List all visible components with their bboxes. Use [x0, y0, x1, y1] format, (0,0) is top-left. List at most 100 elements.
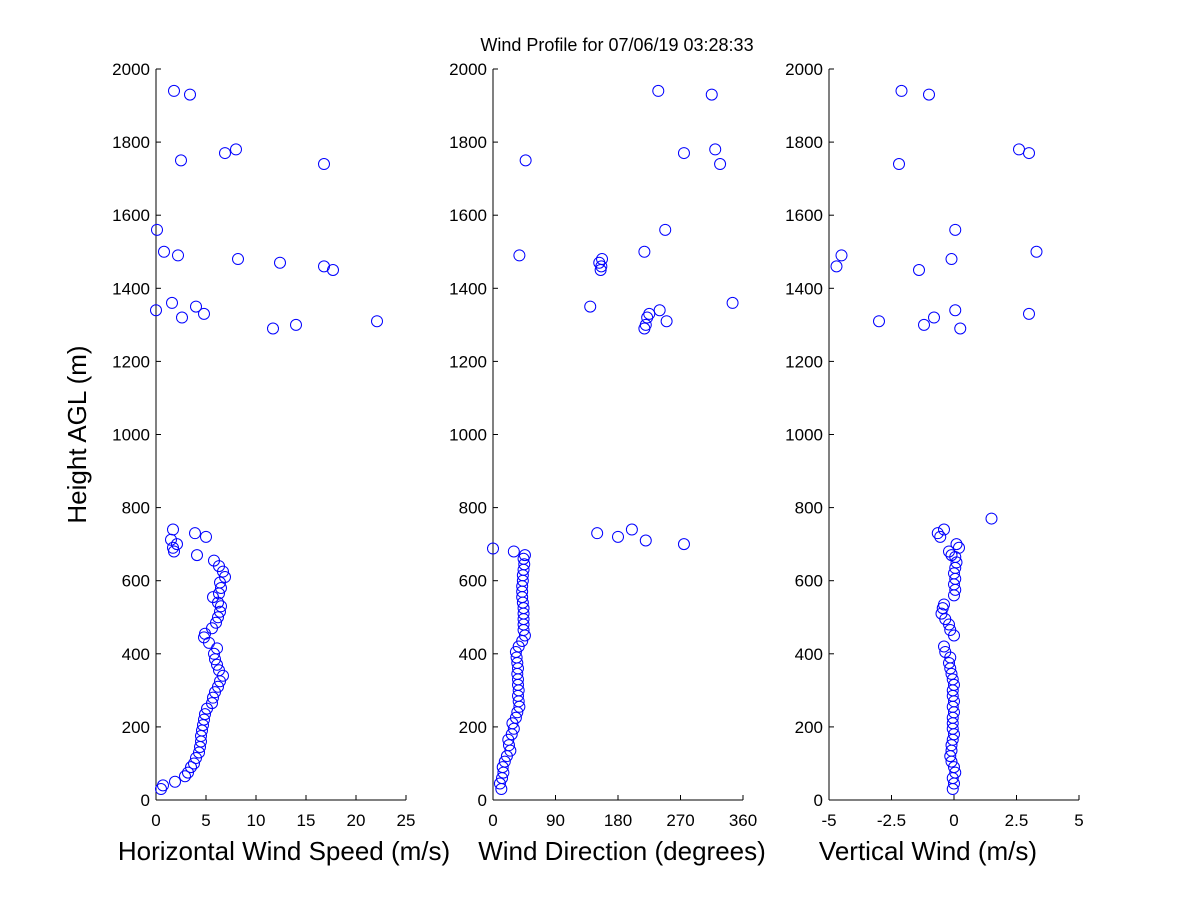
- data-point: [584, 300, 597, 313]
- data-point: [210, 616, 222, 629]
- direction-x-tick-label: 360: [729, 811, 757, 830]
- vertical-y-tick-label: 400: [795, 645, 823, 664]
- data-point: [938, 523, 950, 536]
- data-point: [948, 761, 960, 774]
- data-point: [1030, 245, 1043, 258]
- data-point: [199, 708, 211, 721]
- data-point: [714, 158, 727, 171]
- data-point: [950, 538, 963, 551]
- data-point: [199, 627, 211, 640]
- direction-y-tick-label: 1200: [449, 352, 487, 371]
- direction-y-tick-label: 600: [459, 572, 487, 591]
- data-point: [946, 673, 959, 686]
- data-point: [172, 249, 184, 262]
- data-point: [290, 318, 302, 331]
- data-point: [518, 558, 531, 571]
- data-point: [643, 307, 656, 320]
- data-point: [593, 256, 606, 269]
- data-point: [188, 757, 200, 770]
- data-point: [873, 315, 885, 328]
- vertical-y-tick-label: 800: [795, 499, 823, 518]
- direction-points: [487, 84, 739, 796]
- data-point: [211, 658, 223, 671]
- data-point: [507, 545, 520, 558]
- direction-y-tick-label: 1600: [449, 206, 487, 225]
- direction-y-tick-label: 1800: [449, 133, 487, 152]
- data-point: [939, 645, 952, 658]
- data-point: [167, 541, 179, 554]
- speed-x-tick-label: 15: [297, 811, 316, 830]
- data-point: [638, 245, 651, 258]
- speed-y-axis-label: Height AGL (m): [62, 345, 92, 523]
- speed-y-tick-label: 1600: [112, 206, 150, 225]
- data-point: [1023, 307, 1035, 320]
- data-point: [938, 640, 950, 653]
- data-point: [945, 549, 958, 562]
- speed-x-tick-label: 20: [347, 811, 366, 830]
- data-point: [949, 766, 962, 779]
- direction-x-tick-label: 0: [488, 811, 497, 830]
- data-point: [949, 223, 962, 236]
- data-point: [318, 158, 330, 171]
- data-point: [219, 147, 231, 160]
- data-point: [157, 779, 169, 792]
- data-point: [214, 605, 226, 618]
- data-point: [928, 311, 940, 324]
- data-point: [151, 223, 163, 236]
- data-point: [496, 761, 509, 774]
- data-point: [189, 527, 201, 540]
- vertical-x-axis-label: Vertical Wind (m/s): [819, 836, 1037, 866]
- speed-y-tick-label: 200: [122, 718, 150, 737]
- data-point: [639, 318, 652, 331]
- data-point: [895, 84, 908, 97]
- data-point: [931, 527, 944, 540]
- data-point: [612, 530, 624, 543]
- data-point: [830, 260, 843, 273]
- data-point: [591, 527, 604, 540]
- data-point: [918, 318, 930, 331]
- data-point: [519, 154, 532, 167]
- speed-y-tick-label: 600: [122, 572, 150, 591]
- vertical-x-tick-label: -5: [821, 811, 836, 830]
- speed-y-tick-label: 1400: [112, 279, 150, 298]
- data-point: [208, 554, 220, 567]
- speed-x-tick-label: 10: [247, 811, 266, 830]
- data-point: [726, 296, 739, 309]
- speed-points: [150, 84, 383, 796]
- data-point: [709, 143, 722, 156]
- data-point: [158, 245, 170, 258]
- data-point: [175, 154, 187, 167]
- vertical-y-tick-label: 600: [795, 572, 823, 591]
- speed-y-tick-label: 1000: [112, 426, 150, 445]
- data-point: [502, 739, 515, 752]
- data-point: [487, 542, 499, 555]
- vertical-x-tick-label: -2.5: [877, 811, 906, 830]
- data-point: [165, 533, 177, 546]
- data-point: [948, 567, 960, 580]
- direction-x-tick-label: 90: [546, 811, 565, 830]
- direction-y-tick-label: 1400: [449, 279, 487, 298]
- data-point: [166, 296, 178, 309]
- speed-y-tick-label: 0: [141, 791, 150, 810]
- data-point: [625, 523, 638, 536]
- data-point: [935, 607, 948, 620]
- data-point: [150, 304, 162, 317]
- vertical-x-tick-label: 0: [949, 811, 958, 830]
- data-point: [934, 530, 947, 543]
- data-point: [179, 770, 191, 783]
- vertical-y-tick-label: 1600: [785, 206, 823, 225]
- data-point: [182, 766, 194, 779]
- data-point: [677, 147, 690, 160]
- speed-y-tick-label: 400: [122, 645, 150, 664]
- data-point: [190, 751, 202, 764]
- data-point: [327, 264, 339, 277]
- vertical-y-tick-label: 1400: [785, 279, 823, 298]
- data-point: [168, 84, 180, 97]
- data-point: [498, 755, 511, 768]
- data-point: [945, 253, 958, 266]
- data-point: [190, 300, 202, 313]
- data-point: [207, 591, 219, 604]
- data-point: [518, 549, 531, 562]
- speed-y-tick-label: 2000: [112, 60, 150, 79]
- data-point: [198, 713, 210, 726]
